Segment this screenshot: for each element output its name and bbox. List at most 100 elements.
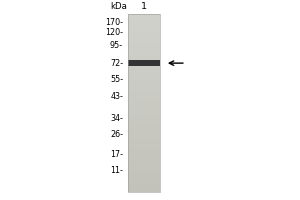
Bar (128, 36, 160, 37)
Bar (128, 142, 160, 143)
Bar (128, 67, 160, 68)
Bar (128, 157, 160, 158)
Bar (128, 63, 160, 64)
Bar (128, 125, 160, 126)
Text: 11-: 11- (110, 166, 123, 175)
Bar (128, 17, 160, 18)
Bar (128, 81, 160, 82)
Bar (128, 40, 160, 41)
Bar (128, 131, 160, 132)
Text: 17-: 17- (110, 150, 123, 159)
Bar (128, 120, 160, 121)
Bar (128, 96, 160, 97)
Bar (128, 30, 160, 31)
Bar (128, 61, 160, 62)
Bar (128, 33, 160, 34)
Bar (128, 22, 160, 23)
Bar (128, 140, 160, 141)
Bar (128, 68, 160, 69)
Bar (128, 62, 160, 63)
Bar (128, 146, 160, 147)
Bar (128, 59, 160, 60)
Bar (128, 178, 160, 179)
Bar (128, 74, 160, 75)
Bar (128, 15, 160, 16)
Bar (128, 34, 160, 35)
Bar (128, 149, 160, 150)
Bar (128, 114, 160, 115)
Bar (128, 39, 160, 40)
Bar (128, 129, 160, 130)
Bar (128, 124, 160, 125)
Bar (128, 183, 160, 184)
Bar (128, 147, 160, 148)
Text: 43-: 43- (110, 92, 123, 101)
Bar (128, 75, 160, 76)
Bar (128, 86, 160, 87)
Bar (128, 69, 160, 70)
Bar (128, 57, 160, 58)
Bar (128, 102, 160, 103)
Text: 55-: 55- (110, 75, 123, 84)
Bar (128, 51, 160, 52)
Bar (128, 77, 160, 78)
Bar (128, 52, 160, 53)
Bar (128, 167, 160, 168)
Bar (128, 23, 160, 24)
Bar (128, 31, 160, 32)
Bar (128, 79, 160, 80)
Bar (128, 154, 160, 155)
Bar (128, 156, 160, 157)
Bar (128, 112, 160, 113)
Bar (128, 110, 160, 111)
Bar (128, 164, 160, 165)
Bar (128, 139, 160, 140)
Bar (128, 80, 160, 81)
Bar (128, 37, 160, 38)
Bar (128, 182, 160, 183)
Bar (128, 71, 160, 72)
Bar (128, 90, 160, 91)
Bar (128, 148, 160, 149)
Bar (128, 28, 160, 29)
Bar (128, 109, 160, 110)
Bar (128, 188, 160, 189)
Bar (128, 145, 160, 146)
Bar (128, 122, 160, 123)
Bar (128, 107, 160, 108)
Text: 1: 1 (141, 2, 147, 11)
Bar (128, 84, 160, 85)
Bar (128, 190, 160, 191)
Bar (128, 20, 160, 21)
Bar (128, 130, 160, 131)
Bar (128, 95, 160, 96)
Bar (128, 159, 160, 160)
Text: 170-: 170- (105, 18, 123, 27)
Bar (128, 24, 160, 25)
Bar (128, 42, 160, 43)
Bar (128, 118, 160, 119)
Bar (128, 100, 160, 101)
Bar (128, 48, 160, 49)
Bar (128, 186, 160, 187)
Bar (128, 50, 160, 51)
Bar (128, 32, 160, 33)
Text: kDa: kDa (110, 2, 127, 11)
Bar (128, 135, 160, 136)
Bar (128, 138, 160, 139)
Bar (128, 26, 160, 27)
Text: 120-: 120- (105, 28, 123, 37)
Bar (128, 158, 160, 159)
Bar (128, 27, 160, 28)
Bar (128, 66, 160, 67)
Bar (128, 177, 160, 178)
Bar (128, 169, 160, 170)
Bar (128, 35, 160, 36)
Bar (128, 25, 160, 26)
Bar (128, 127, 160, 128)
Bar (128, 56, 160, 57)
Bar (128, 152, 160, 153)
Bar (128, 97, 160, 98)
Bar (128, 41, 160, 42)
Bar (128, 180, 160, 181)
